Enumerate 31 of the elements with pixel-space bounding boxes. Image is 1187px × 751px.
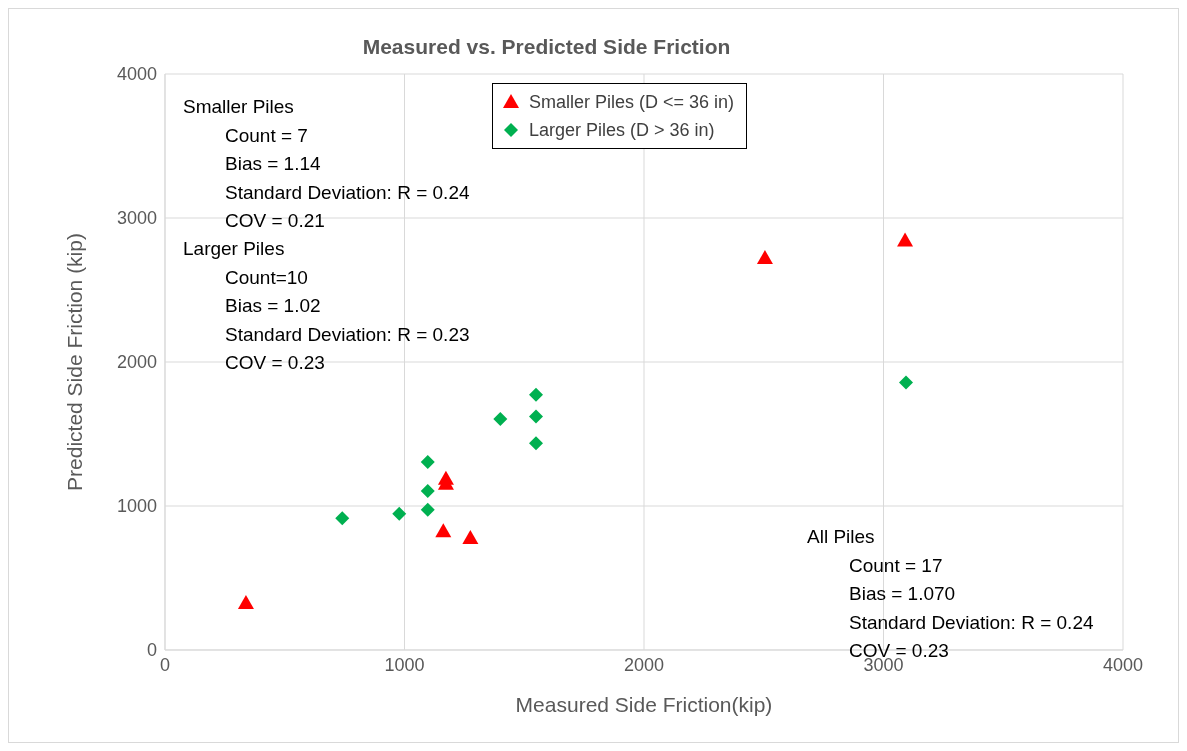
chart-title: Measured vs. Predicted Side Friction	[361, 35, 732, 59]
point	[420, 484, 435, 499]
point	[237, 595, 254, 610]
point	[493, 412, 508, 427]
x-tick-label: 4000	[1102, 654, 1144, 675]
point	[897, 232, 914, 247]
x-tick-label: 1000	[384, 654, 425, 675]
point	[335, 511, 350, 526]
point	[756, 250, 773, 265]
y-tick-label: 1000	[116, 496, 157, 517]
point	[435, 523, 452, 538]
legend-label: Smaller Piles (D <= 36 in)	[529, 91, 735, 113]
point	[528, 436, 543, 451]
point	[462, 529, 479, 544]
y-tick-label: 3000	[116, 208, 157, 229]
legend-label: Larger Piles (D > 36 in)	[529, 119, 715, 141]
x-axis-title: Measured Side Friction(kip)	[515, 693, 773, 716]
x-tick-label: 2000	[623, 654, 665, 675]
y-tick-label: 4000	[116, 64, 157, 85]
y-tick-label: 2000	[116, 352, 157, 373]
point	[420, 502, 435, 517]
point	[528, 409, 543, 424]
x-tick-label: 0	[159, 654, 171, 675]
point	[899, 375, 914, 390]
point	[528, 387, 543, 402]
annotation: Smaller Piles Count = 7 Bias = 1.14 Standard Deviation: R = 0.24 COV = 0.21	[183, 95, 470, 233]
point	[420, 454, 435, 469]
y-axis-title: Predicted Side Friction (kip)	[63, 233, 87, 491]
y-tick-label: 0	[146, 640, 157, 661]
point	[392, 506, 407, 521]
annotation: Larger Piles Count=10 Bias = 1.02 Standard Deviation: R = 0.23 COV = 0.23	[183, 237, 470, 375]
